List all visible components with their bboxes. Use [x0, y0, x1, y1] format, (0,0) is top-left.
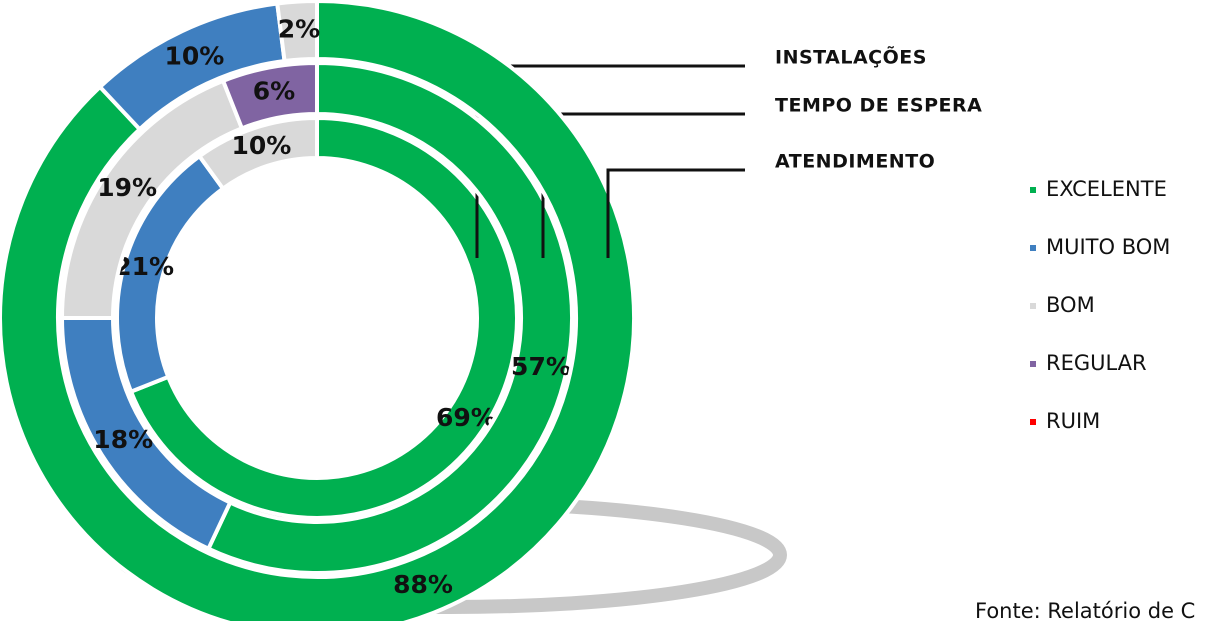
legend-label: RUIM [1046, 409, 1100, 433]
data-label: 10% [231, 131, 291, 160]
slice [128, 115, 519, 520]
legend-marker [1030, 187, 1036, 193]
legend-label: MUITO BOM [1046, 235, 1170, 259]
legend-marker [1030, 419, 1036, 425]
ring-title: INSTALAÇÕES [775, 45, 927, 69]
data-label: 19% [97, 173, 157, 202]
data-label: 69% [436, 403, 496, 432]
data-label: 88% [393, 570, 453, 599]
slice [220, 60, 319, 131]
data-label: 57% [511, 352, 571, 381]
legend-marker [1030, 245, 1036, 251]
slice [0, 0, 636, 621]
legend-marker [1030, 303, 1036, 309]
leader-line [606, 168, 745, 258]
ring-title: TEMPO DE ESPERA [775, 95, 982, 117]
legend-marker [1030, 361, 1036, 367]
ring-title: ATENDIMENTO [775, 151, 935, 173]
legend-label: REGULAR [1046, 351, 1147, 375]
data-label: 10% [164, 41, 224, 70]
slice [196, 115, 319, 192]
slice [205, 60, 574, 575]
legend-label: EXCELENTE [1046, 177, 1167, 201]
legend-label: BOM [1046, 293, 1095, 317]
data-label: 2% [278, 15, 320, 44]
data-label: 18% [93, 425, 153, 454]
data-label: 6% [253, 77, 295, 106]
slice [275, 0, 319, 64]
source: Fonte: Relatório de C [975, 599, 1195, 621]
